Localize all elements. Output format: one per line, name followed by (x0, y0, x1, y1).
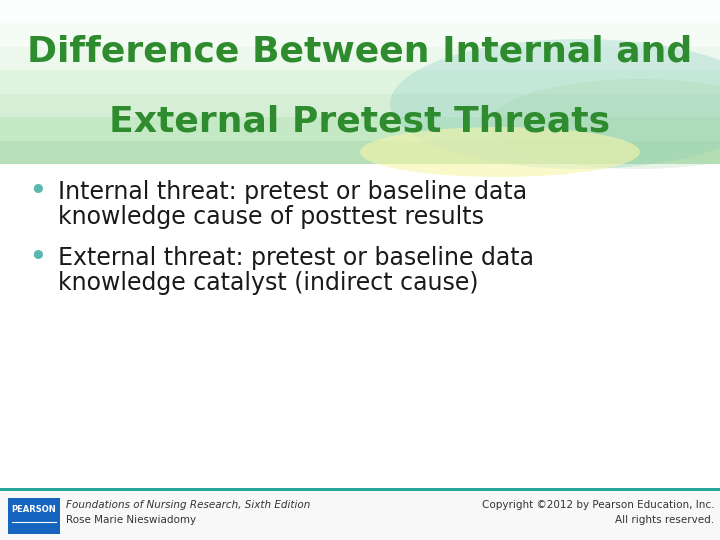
Text: Difference Between Internal and: Difference Between Internal and (27, 35, 693, 69)
Bar (0, 488, 720, 491)
Text: PEARSON: PEARSON (12, 505, 56, 514)
Text: External threat: pretest or baseline data: External threat: pretest or baseline dat… (58, 246, 534, 270)
Text: External Pretest Threats: External Pretest Threats (109, 105, 611, 139)
Text: Copyright ©2012 by Pearson Education, Inc.: Copyright ©2012 by Pearson Education, In… (482, 500, 714, 510)
Text: Foundations of Nursing Research, Sixth Edition: Foundations of Nursing Research, Sixth E… (66, 500, 310, 510)
Ellipse shape (390, 39, 720, 169)
Text: Rose Marie Nieswiadomy: Rose Marie Nieswiadomy (66, 515, 196, 525)
Ellipse shape (360, 127, 640, 177)
Bar (0, 23, 720, 47)
Text: knowledge catalyst (indirect cause): knowledge catalyst (indirect cause) (58, 271, 479, 295)
Text: All rights reserved.: All rights reserved. (615, 515, 714, 525)
FancyBboxPatch shape (8, 498, 60, 534)
Bar (0, 164, 720, 488)
Text: •: • (30, 245, 46, 271)
Bar (0, 93, 720, 117)
Bar (0, 69, 720, 94)
Text: •: • (30, 179, 46, 205)
Bar (0, 46, 720, 70)
Ellipse shape (490, 79, 720, 169)
Text: knowledge cause of posttest results: knowledge cause of posttest results (58, 205, 484, 229)
Bar (0, 116, 720, 140)
Bar (0, 488, 720, 540)
Text: Internal threat: pretest or baseline data: Internal threat: pretest or baseline dat… (58, 180, 527, 204)
Bar (0, 139, 720, 164)
Bar (0, 0, 720, 23)
